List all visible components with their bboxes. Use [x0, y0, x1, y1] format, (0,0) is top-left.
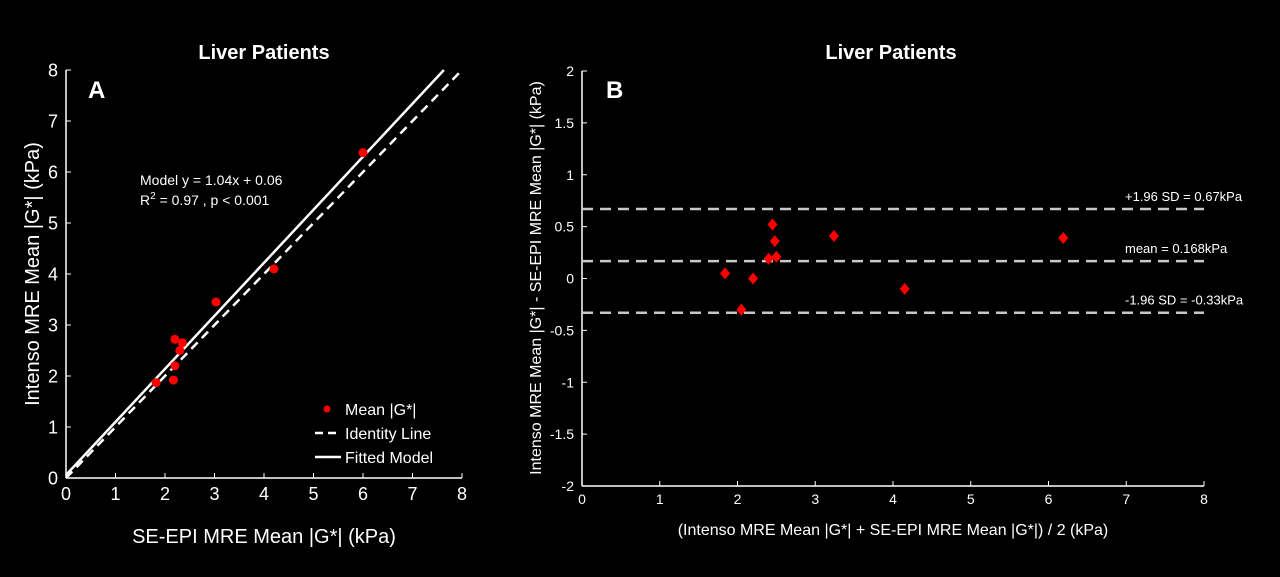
r2-letter: R — [140, 192, 150, 208]
panel-a-y-tick-label: 7 — [48, 111, 58, 131]
panel-a-y-tick-label: 1 — [48, 417, 58, 437]
panel-a-y-tick-label: 0 — [48, 468, 58, 488]
panel-b-y-tick-label: -1 — [562, 374, 575, 390]
panel-b-y-tick-label: -0.5 — [550, 322, 574, 338]
legend-label: Fitted Model — [345, 450, 433, 467]
panel-a-x-tick-label: 7 — [407, 484, 417, 504]
panel-b-data-point — [736, 303, 747, 316]
panel-b-x-tick-label: 1 — [656, 491, 664, 507]
panel-b-data-point — [1058, 232, 1069, 245]
panel-a-fitted-line — [65, 69, 445, 476]
panel-a-x-tick-label: 3 — [209, 484, 219, 504]
legend-label: Identity Line — [345, 426, 431, 443]
panel-b-y-tick-label: 1 — [566, 167, 574, 183]
panel-b-x-tick-label: 6 — [1045, 491, 1053, 507]
panel-a-xlabel: SE-EPI MRE Mean |G*| (kPa) — [132, 526, 396, 548]
panel-a-y-tick-label: 8 — [48, 60, 58, 80]
panel-a-y-tick-label: 6 — [48, 162, 58, 182]
panel-a-x-tick-label: 4 — [259, 484, 269, 504]
panel-a-letter: A — [88, 77, 105, 104]
panel-b-x-tick-label: 8 — [1200, 491, 1208, 507]
panel-a-y-tick-label: 2 — [48, 366, 58, 386]
panel-a-x-tick-label: 5 — [308, 484, 318, 504]
panel-b-reference-label: -1.96 SD = -0.33kPa — [1125, 293, 1244, 308]
r2-superscript: 2 — [150, 191, 156, 202]
panel-b-data-point — [748, 272, 759, 285]
panel-b-x-tick-label: 2 — [734, 491, 742, 507]
panel-b-xlabel: (Intenso MRE Mean |G*| + SE-EPI MRE Mean… — [678, 522, 1109, 539]
panel-b-reference-label: +1.96 SD = 0.67kPa — [1125, 189, 1243, 204]
panel-a-x-tick-label: 2 — [160, 484, 170, 504]
r2-stats: = 0.97 , p < 0.001 — [156, 192, 270, 208]
panel-a-data-point — [175, 346, 185, 355]
panel-b-data-point — [771, 250, 782, 263]
panel-b-reference-label: mean = 0.168kPa — [1125, 241, 1228, 256]
panel-b-x-tick-label: 0 — [578, 491, 586, 507]
panel-b-chart: Liver Patients B (Intenso MRE Mean |G*| … — [528, 42, 1244, 539]
panel-a-y-tick-label: 4 — [48, 264, 58, 284]
panel-a-data-point — [168, 375, 178, 385]
panel-b-data-point — [899, 282, 910, 295]
panel-b-y-tick-label: -2 — [562, 478, 575, 494]
panel-a-x-tick-label: 1 — [110, 484, 120, 504]
panel-a-y-tick-label: 5 — [48, 213, 58, 233]
panel-b-y-tick-label: 1.5 — [555, 115, 575, 131]
panel-a-data-point — [358, 148, 368, 158]
panel-b-x-tick-label: 3 — [811, 491, 819, 507]
panel-b-data-point — [763, 252, 774, 265]
panel-a-legend: Mean |G*| Identity Line Fitted Model — [315, 402, 433, 467]
panel-b-x-tick-label: 5 — [967, 491, 975, 507]
panel-b-ylabel: Intenso MRE Mean |G*| - SE-EPI MRE Mean … — [528, 81, 545, 475]
panel-b-data-point — [828, 229, 839, 242]
panel-a-x-tick-label: 6 — [358, 484, 368, 504]
panel-b-y-tick-label: 0 — [566, 271, 574, 287]
panel-b-x-tick-label: 4 — [889, 491, 897, 507]
panel-b-title: Liver Patients — [825, 42, 956, 64]
panel-a-identity-line — [65, 69, 463, 479]
legend-label: Mean |G*| — [345, 402, 416, 419]
panel-a-data-point — [151, 378, 161, 388]
panel-a-title: Liver Patients — [198, 42, 329, 64]
panel-b-data-point — [769, 235, 780, 248]
panel-b-y-tick-label: -1.5 — [550, 426, 574, 442]
panel-b-x-tick-label: 7 — [1122, 491, 1130, 507]
panel-a-x-tick-label: 8 — [457, 484, 467, 504]
panel-a-data-point — [170, 361, 180, 371]
panel-a-y-tick-label: 3 — [48, 315, 58, 335]
panel-b-y-tick-label: 0.5 — [555, 219, 575, 235]
panel-a-x-tick-label: 0 — [61, 484, 71, 504]
panel-a-data-point — [177, 338, 187, 348]
legend-marker-point — [323, 405, 331, 413]
panel-a-model-annotation: Model y = 1.04x + 0.06 — [140, 172, 283, 188]
panel-b-y-tick-label: 2 — [566, 63, 574, 79]
panel-a-data-point — [170, 334, 180, 344]
panel-b-data-point — [767, 218, 778, 231]
panel-b-letter: B — [606, 77, 623, 104]
panel-a-data-point — [269, 264, 279, 274]
panel-a-chart: Liver Patients A SE-EPI MRE Mean |G*| (k… — [22, 42, 467, 548]
panel-a-data-point — [211, 297, 221, 307]
panel-a-ylabel: Intenso MRE Mean |G*| (kPa) — [22, 142, 44, 406]
panel-a-r2-annotation: R2 = 0.97 , p < 0.001 — [140, 191, 270, 208]
panel-b-data-point — [720, 267, 731, 280]
